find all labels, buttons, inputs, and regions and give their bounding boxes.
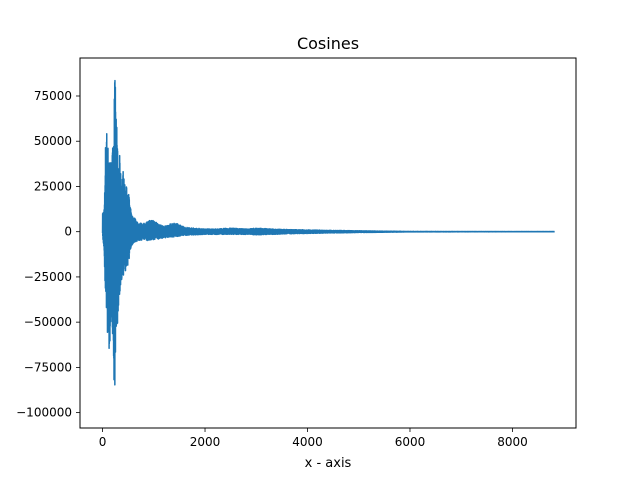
x-axis-label: x - axis <box>305 456 352 471</box>
x-tick-label: 4000 <box>292 435 323 449</box>
x-axis-ticks: 0 2000 4000 6000 8000 <box>99 428 528 449</box>
chart-title: Cosines <box>297 34 359 53</box>
y-tick-label: −100000 <box>16 406 72 420</box>
x-tick-label: 2000 <box>190 435 221 449</box>
axes-frame <box>79 57 577 429</box>
x-tick-label: 8000 <box>497 435 528 449</box>
y-tick-label: −25000 <box>24 270 72 284</box>
y-tick-label: 75000 <box>34 89 72 103</box>
y-tick-label: 50000 <box>34 134 72 148</box>
plot-area <box>101 79 556 386</box>
y-tick-label: −50000 <box>24 315 72 329</box>
x-tick-label: 6000 <box>395 435 426 449</box>
y-axis-ticks: 75000 50000 25000 0 −25000 −50000 −75000 −10000… <box>16 89 80 420</box>
series-line <box>101 79 556 386</box>
y-tick-label: 0 <box>64 225 72 239</box>
y-tick-label: 25000 <box>34 179 72 193</box>
y-tick-label: −75000 <box>24 360 72 374</box>
x-tick-label: 0 <box>99 435 107 449</box>
